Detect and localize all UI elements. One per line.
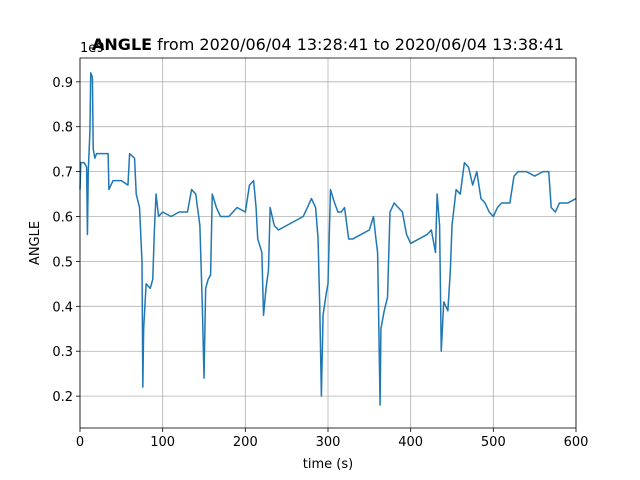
axes-frame [79,57,577,429]
x-tick-label: 400 [398,435,423,450]
x-axis-label: time (s) [303,457,353,472]
data-line [79,72,577,406]
y-tick-label: 0.9 [52,76,73,91]
y-tick-label: 0.8 [52,121,73,136]
title-rest: from 2020/06/04 13:28:41 to 2020/06/04 1… [157,35,564,54]
y-tick-label: 0.4 [52,300,73,315]
x-tick-label: 600 [564,435,589,450]
title-bold: ANGLE [92,35,152,54]
y-tick-label: 0.5 [52,255,73,270]
y-tick-label: 0.3 [52,345,73,360]
x-tick-label: 300 [316,435,341,450]
y-tick-label: 0.2 [52,390,73,405]
x-tick-label: 0 [76,435,84,450]
offset-text: 1e9 [80,41,105,56]
chart-title: ANGLE from 2020/06/04 13:28:41 to 2020/06… [92,35,564,54]
x-tick-label: 100 [150,435,175,450]
y-tick-label: 0.7 [52,166,73,181]
y-tick-label: 0.6 [52,211,73,226]
y-axis-label: ANGLE [28,221,43,265]
x-tick-label: 500 [481,435,506,450]
x-tick-label: 200 [233,435,258,450]
